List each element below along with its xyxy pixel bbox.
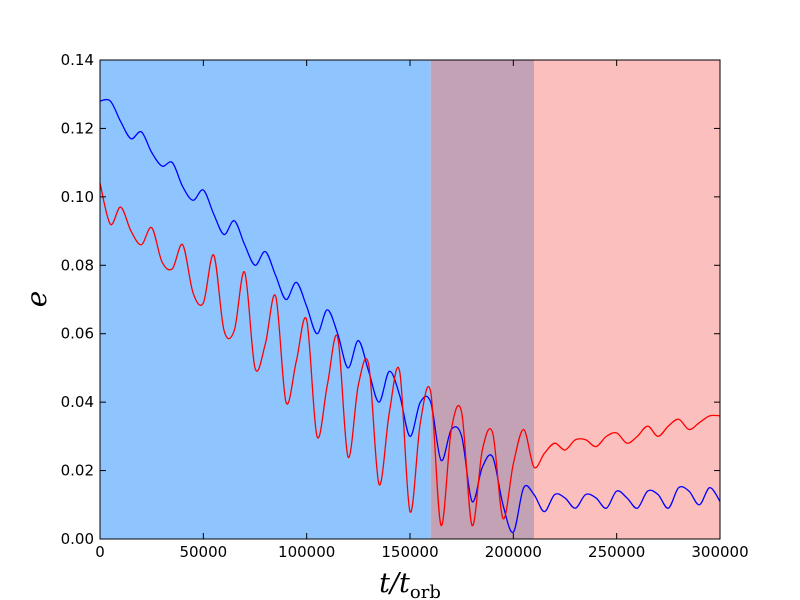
x-tick-label: 300000 (691, 543, 748, 561)
series-line-blue (99, 98, 721, 533)
shaded-region-3 (534, 60, 720, 539)
y-tick-label: 0.08 (61, 256, 94, 274)
y-tick-label: 0.10 (61, 188, 94, 206)
x-tick-label: 150000 (381, 543, 438, 561)
x-axis-label-main: t/t (379, 568, 410, 599)
y-tick-label: 0.14 (61, 51, 94, 69)
y-tick-label: 0.04 (61, 393, 94, 411)
x-axis-label-subscript: orb (410, 582, 441, 600)
x-axis-label: t/torb (379, 568, 441, 600)
y-axis-ticks: 0.00 0.02 0.04 0.06 0.08 0.10 0.12 0.14 (61, 51, 720, 548)
series-lines (99, 98, 721, 533)
shaded-region-1 (100, 60, 431, 539)
x-axis-ticks: 0 50000 100000 150000 200000 250000 300000 (95, 60, 749, 561)
series-line-red (99, 183, 721, 526)
x-tick-label: 50000 (179, 543, 227, 561)
x-tick-label: 200000 (485, 543, 542, 561)
shaded-regions (100, 60, 720, 539)
y-axis-label: e (20, 291, 53, 308)
y-tick-label: 0.02 (61, 462, 94, 480)
y-tick-label: 0.06 (61, 325, 94, 343)
x-tick-label: 0 (95, 543, 105, 561)
y-tick-label: 0.00 (61, 530, 94, 548)
x-tick-label: 250000 (588, 543, 645, 561)
y-tick-label: 0.12 (61, 119, 94, 137)
x-tick-label: 100000 (278, 543, 335, 561)
